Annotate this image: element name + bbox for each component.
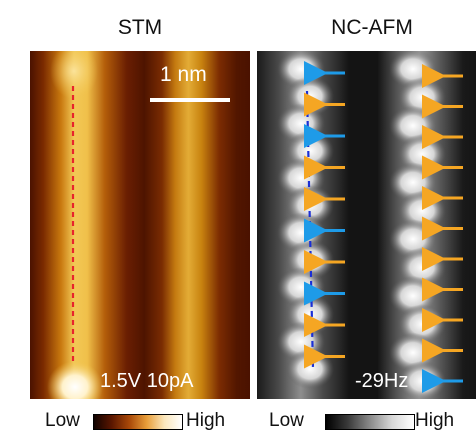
afm-colorbar	[325, 414, 415, 430]
afm-image	[257, 51, 476, 399]
stm-colorbar-high: High	[186, 410, 226, 431]
stm-params: 1.5V 10pA	[100, 370, 194, 392]
scale-bar-label: 1 nm	[160, 63, 207, 86]
stm-image-panel: 1 nm 1.5V 10pA	[30, 51, 250, 399]
stm-title: STM	[117, 16, 163, 39]
afm-colorbar-high: High	[415, 410, 455, 431]
afm-param: -29Hz	[355, 370, 409, 392]
afm-image-panel: -29Hz	[257, 51, 476, 399]
afm-title: NC-AFM	[331, 16, 413, 39]
stm-colorbar	[93, 414, 183, 430]
stm-colorbar-low: Low	[45, 410, 80, 431]
stm-image	[30, 51, 250, 399]
afm-colorbar-low: Low	[269, 410, 304, 431]
